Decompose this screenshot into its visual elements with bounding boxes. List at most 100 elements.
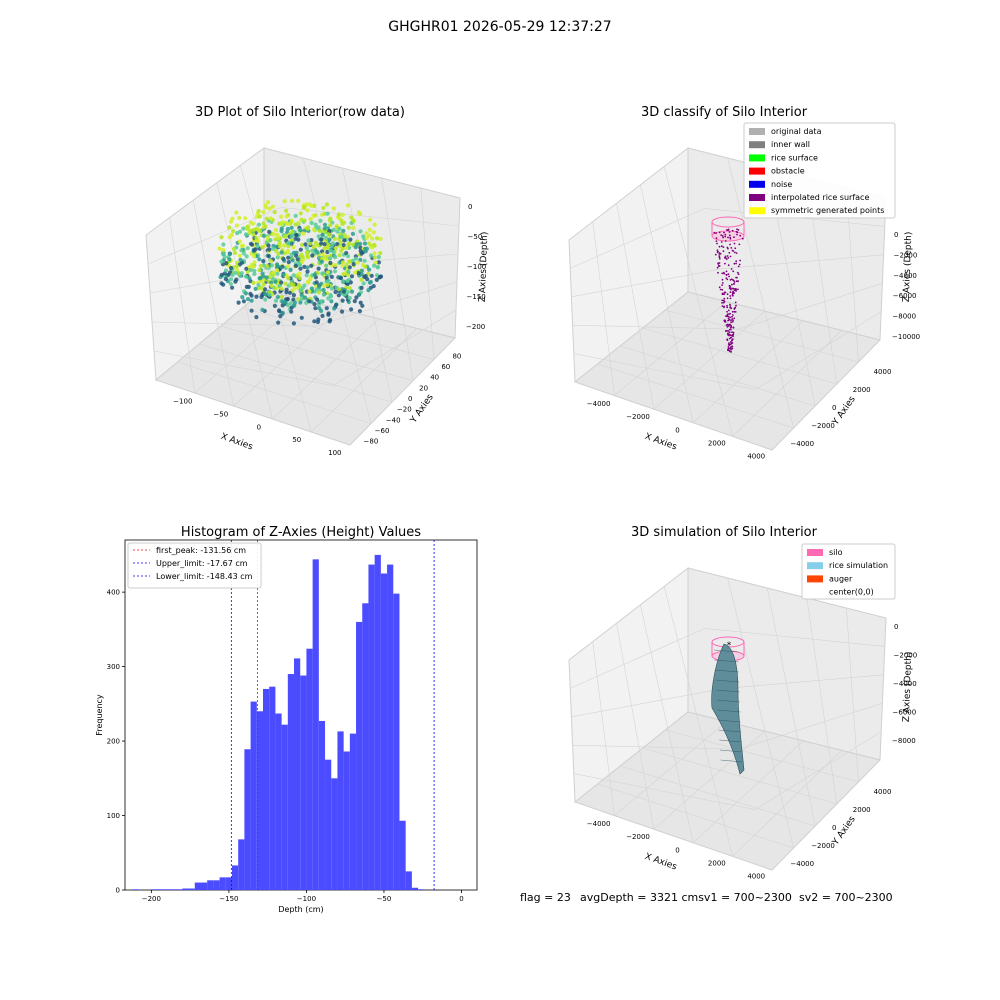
y-tick-label: 2000 bbox=[853, 806, 871, 814]
interpolated-point bbox=[722, 236, 724, 239]
hist-bar bbox=[331, 778, 338, 890]
scatter-point bbox=[349, 274, 355, 279]
sim-zlabel: Z Axies (Depth) bbox=[902, 652, 914, 723]
gridline bbox=[332, 309, 457, 386]
interpolated-point bbox=[727, 247, 729, 250]
scatter-point bbox=[237, 253, 242, 258]
scatter-point bbox=[289, 218, 294, 223]
scatter-point bbox=[263, 297, 268, 302]
legend-swatch bbox=[749, 180, 765, 188]
interpolated-point bbox=[735, 260, 738, 263]
interpolated-point bbox=[737, 273, 740, 276]
mesh-line bbox=[717, 709, 741, 713]
interpolated-point bbox=[718, 256, 721, 259]
scatter-point bbox=[247, 230, 252, 235]
raw-zlabel: Z Axies (Depth) bbox=[478, 232, 490, 303]
interpolated-point bbox=[731, 338, 734, 341]
scatter-point bbox=[372, 222, 377, 227]
scatter-point bbox=[376, 260, 381, 265]
scatter-point bbox=[362, 258, 367, 263]
interpolated-point bbox=[721, 293, 724, 295]
scatter-point bbox=[284, 208, 289, 213]
scatter-point bbox=[330, 241, 335, 246]
scatter-point bbox=[367, 241, 372, 246]
hist-bar bbox=[356, 621, 363, 890]
interpolated-point bbox=[732, 283, 735, 285]
interpolated-point bbox=[733, 307, 736, 310]
gridline bbox=[572, 324, 739, 330]
hist-bar bbox=[157, 889, 164, 890]
scatter-point bbox=[332, 269, 338, 274]
hist-bar bbox=[194, 882, 201, 890]
gridline bbox=[381, 177, 414, 381]
gridline bbox=[755, 731, 882, 810]
scatter-point bbox=[275, 255, 280, 260]
scatter-point bbox=[261, 210, 266, 215]
scatter-point bbox=[326, 243, 331, 248]
x-tick-label: 2000 bbox=[708, 860, 726, 868]
legend-swatch bbox=[749, 167, 765, 175]
scatter-point bbox=[313, 306, 318, 311]
scatter-point bbox=[279, 226, 284, 231]
scatter-point bbox=[358, 212, 363, 217]
scatter-point bbox=[298, 266, 303, 271]
scatter-point bbox=[277, 240, 282, 245]
hist-bar bbox=[418, 889, 425, 890]
scatter-point bbox=[307, 202, 312, 207]
scatter-point bbox=[320, 271, 325, 276]
gridline bbox=[721, 674, 884, 690]
scatter-point bbox=[283, 281, 288, 286]
footer-avg-depth: avgDepth = 3321 cmsv1 = 700~2300 bbox=[580, 891, 792, 904]
scatter-point bbox=[282, 243, 287, 248]
scatter-point bbox=[316, 234, 321, 239]
scatter-point bbox=[249, 298, 254, 303]
hist-bar bbox=[374, 554, 381, 890]
scatter-point bbox=[229, 265, 234, 271]
scatter-point bbox=[359, 268, 364, 273]
interpolated-point bbox=[729, 316, 731, 319]
x-tick-label: 0 bbox=[675, 846, 679, 854]
scatter-point bbox=[267, 206, 272, 211]
gridline bbox=[653, 730, 765, 830]
mesh-line bbox=[716, 689, 740, 693]
scatter-point bbox=[285, 226, 290, 232]
interpolated-point bbox=[728, 275, 730, 278]
scatter-point bbox=[266, 200, 271, 205]
interpolated-point bbox=[723, 272, 726, 275]
y-tick-label: 2000 bbox=[853, 386, 871, 394]
scatter-point bbox=[233, 270, 238, 275]
scatter-point bbox=[263, 291, 268, 297]
scatter-point bbox=[244, 266, 249, 271]
gridline bbox=[727, 577, 794, 849]
footer-flag: flag = 23 bbox=[520, 891, 571, 904]
sim-floor bbox=[573, 711, 881, 871]
mesh-line bbox=[716, 699, 741, 703]
interpolated-point bbox=[721, 305, 724, 307]
gridline bbox=[315, 281, 458, 327]
scatter-point bbox=[376, 255, 381, 260]
scatter-point bbox=[267, 247, 272, 252]
scatter-point bbox=[319, 299, 324, 304]
scatter-point bbox=[302, 283, 307, 288]
gridline bbox=[738, 282, 883, 330]
scatter-point bbox=[286, 260, 291, 265]
scatter-point bbox=[260, 271, 265, 276]
interpolated-point bbox=[713, 231, 716, 234]
z-tick-label: −6000 bbox=[893, 292, 917, 300]
interpolated-point bbox=[724, 240, 727, 242]
interpolated-point bbox=[731, 320, 734, 323]
scatter-point bbox=[325, 211, 330, 216]
scatter-point bbox=[327, 237, 332, 242]
x-tick-label: 2000 bbox=[708, 440, 726, 448]
gridline bbox=[738, 702, 883, 750]
scatter-point bbox=[305, 279, 310, 285]
legend-label: rice surface bbox=[771, 153, 818, 162]
interpolated-point bbox=[726, 315, 729, 318]
legend-label: inner wall bbox=[771, 140, 810, 149]
scatter-point bbox=[368, 253, 374, 258]
hist-title: Histogram of Z-Axies (Height) Values bbox=[181, 525, 421, 540]
scatter-point bbox=[270, 204, 275, 209]
scatter-point bbox=[340, 212, 345, 217]
scatter-point bbox=[289, 238, 294, 243]
scatter-point bbox=[315, 250, 320, 255]
